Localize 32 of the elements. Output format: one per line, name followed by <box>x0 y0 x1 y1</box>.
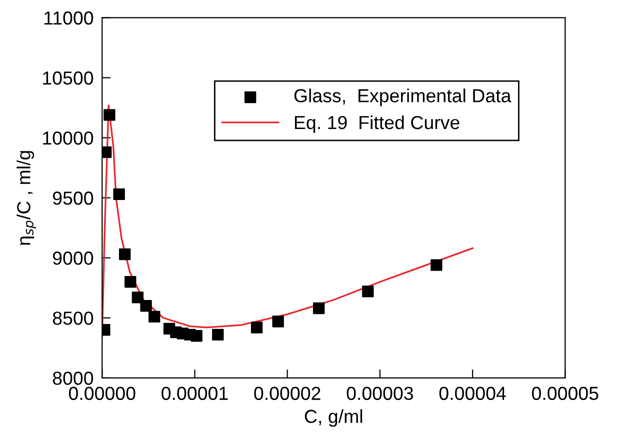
y-axis-title: η$_{sp}$/C , ml/g <box>16 151 36 245</box>
legend-label: Eq. 19 Fitted Curve <box>294 115 460 133</box>
y-tick-label: 10000 <box>43 131 94 145</box>
x-tick-label: 0.00002 <box>254 386 320 400</box>
y-tick-label: 11000 <box>44 11 94 25</box>
point <box>362 286 374 298</box>
legend-label: Glass, Experimental Data <box>294 88 512 106</box>
x-tick-label: 0.00004 <box>439 386 506 400</box>
point <box>118 248 131 260</box>
x-tick-label: 0.00005 <box>532 386 598 400</box>
point <box>104 109 116 121</box>
x-tick-label: 0.00000 <box>68 386 136 400</box>
point <box>212 328 224 341</box>
point <box>124 276 136 288</box>
point <box>132 292 144 304</box>
x-tick-label: 0.00001 <box>162 386 228 400</box>
point <box>113 188 125 200</box>
point <box>272 316 284 328</box>
point <box>430 259 442 271</box>
y-tick-label: 9500 <box>52 191 94 205</box>
point <box>312 302 325 314</box>
point <box>140 300 152 312</box>
point <box>148 310 160 323</box>
x-tick-label: 0.00003 <box>346 386 414 400</box>
point <box>190 330 202 342</box>
point <box>250 322 263 334</box>
y-tick-label: 9000 <box>52 252 94 265</box>
x-axis-title: C, g/ml <box>304 409 362 427</box>
y-tick-label: 8500 <box>52 312 94 325</box>
line-series <box>102 104 474 337</box>
y-tick-label: 8000 <box>52 372 94 385</box>
y-tick-label: 10500 <box>43 71 94 85</box>
